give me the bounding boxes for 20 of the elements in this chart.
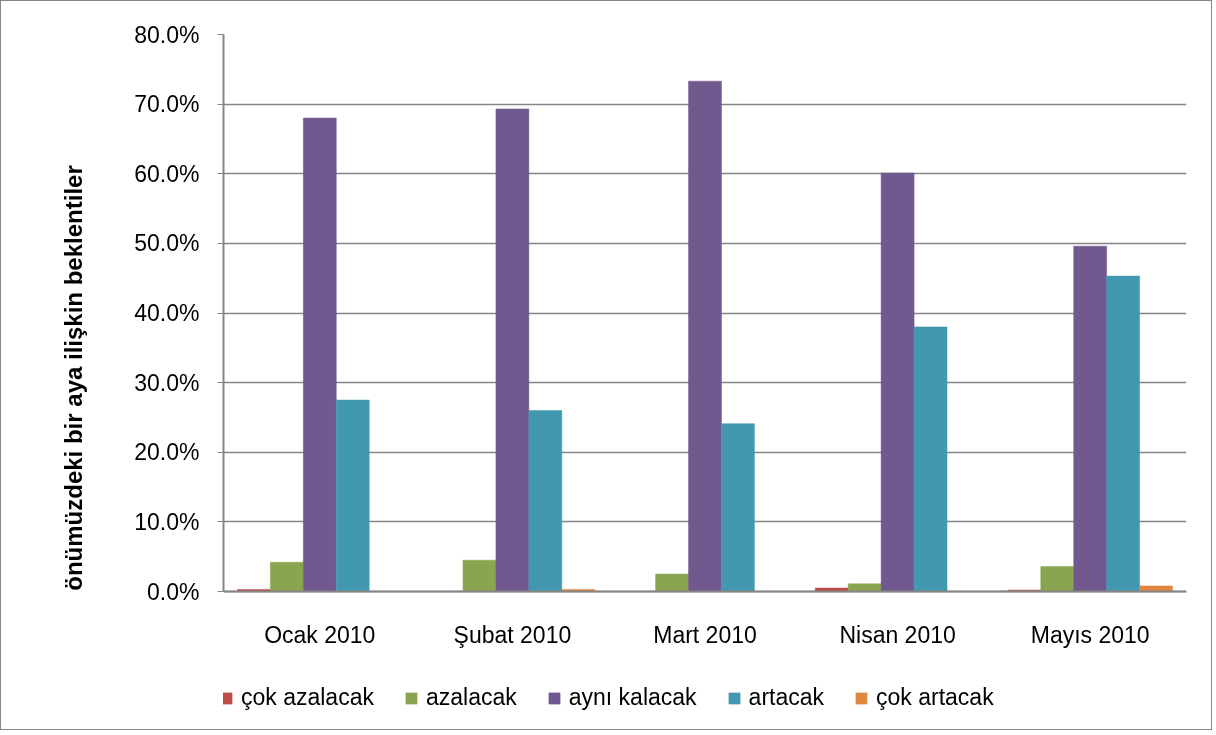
legend-label: aynı kalacak xyxy=(568,684,697,711)
x-tick-label: Şubat 2010 xyxy=(453,621,572,648)
y-tick-label: 50.0% xyxy=(134,230,200,257)
y-tick-label: 60.0% xyxy=(134,160,200,187)
legend-label: çok artacak xyxy=(876,684,994,711)
x-tick-label: Mayıs 2010 xyxy=(1030,621,1150,648)
legend-label: azalacak xyxy=(425,684,517,711)
y-axis-title: önümüzdeki bir aya ilişkin beklentiler xyxy=(60,165,88,591)
y-tick-label: 10.0% xyxy=(134,508,200,535)
x-tick-label: Nisan 2010 xyxy=(839,621,956,648)
y-tick-label: 20.0% xyxy=(134,439,200,466)
x-tick-label: Mart 2010 xyxy=(653,621,757,648)
legend-label: çok azalacak xyxy=(241,684,374,711)
y-tick-label: 80.0% xyxy=(134,21,200,48)
y-tick-label: 0.0% xyxy=(147,578,200,605)
y-tick-label: 30.0% xyxy=(134,369,200,396)
y-tick-label: 40.0% xyxy=(134,300,200,326)
y-tick-label: 70.0% xyxy=(134,91,200,118)
x-tick-label: Ocak 2010 xyxy=(264,621,376,648)
legend-label: artacak xyxy=(748,684,825,711)
